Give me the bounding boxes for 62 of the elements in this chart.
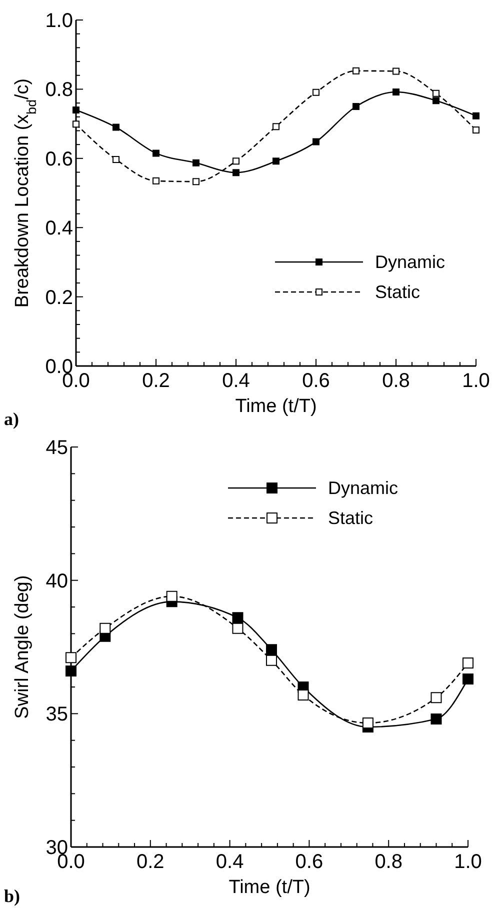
point (192, 178, 200, 186)
x-tick-label: 0.6 (295, 851, 324, 873)
point (298, 690, 309, 700)
point (112, 124, 120, 131)
point (272, 158, 280, 165)
point (272, 123, 280, 130)
point (232, 169, 240, 176)
y-tick-label: 40 (46, 570, 68, 592)
x-tick-label: 1.0 (462, 370, 490, 392)
x-tick-label: 1.0 (454, 851, 482, 873)
x-tick-label: 0.6 (302, 370, 330, 392)
point (266, 644, 277, 656)
x-tick-label: 0.8 (382, 370, 410, 392)
point (66, 666, 76, 676)
legend-label: Static (328, 508, 374, 528)
point (152, 150, 160, 157)
point (392, 88, 400, 96)
point (352, 67, 360, 74)
point (362, 718, 374, 728)
x-axis-title: Time (t/T) (235, 396, 317, 417)
point (462, 674, 474, 684)
y-tick-label: 45 (46, 437, 68, 459)
point (432, 90, 440, 97)
point (392, 68, 400, 75)
point (232, 612, 244, 624)
x-tick-label: 0.8 (374, 851, 403, 873)
y-tick-label: 35 (46, 704, 68, 726)
point (100, 622, 111, 634)
x-tick-label: 0.4 (222, 370, 250, 392)
point (152, 177, 160, 184)
y-tick-label: 0.6 (45, 148, 73, 170)
text: b) (4, 886, 20, 906)
point (72, 106, 80, 114)
legend-label: Dynamic (375, 252, 446, 272)
x-tick-label: 0.2 (136, 851, 164, 873)
point (232, 158, 240, 165)
point (430, 692, 442, 704)
y-axis-title: Swirl Angle (deg) (12, 575, 33, 719)
x-axis-title: Time (t/T) (228, 877, 310, 898)
point (432, 97, 440, 104)
point (472, 126, 480, 134)
point (166, 590, 178, 602)
point (66, 652, 76, 664)
text: a) (4, 409, 19, 429)
point (312, 138, 320, 146)
point (352, 103, 360, 110)
point (232, 622, 244, 634)
point (266, 654, 277, 666)
point (112, 156, 120, 163)
y-tick-label: 1.0 (45, 10, 73, 32)
y-tick-label: 0.2 (45, 286, 73, 309)
x-tick-label: 0.4 (216, 851, 244, 873)
y-tick-label: 0.8 (45, 79, 73, 102)
point (312, 88, 320, 96)
legend-label: Dynamic (328, 478, 398, 498)
point (192, 159, 200, 166)
point (72, 120, 80, 128)
legend-label: Static (375, 282, 420, 302)
x-tick-label: 0.2 (142, 370, 170, 392)
y-tick-label: 0.4 (45, 218, 73, 240)
point (472, 112, 480, 120)
point (430, 714, 442, 724)
